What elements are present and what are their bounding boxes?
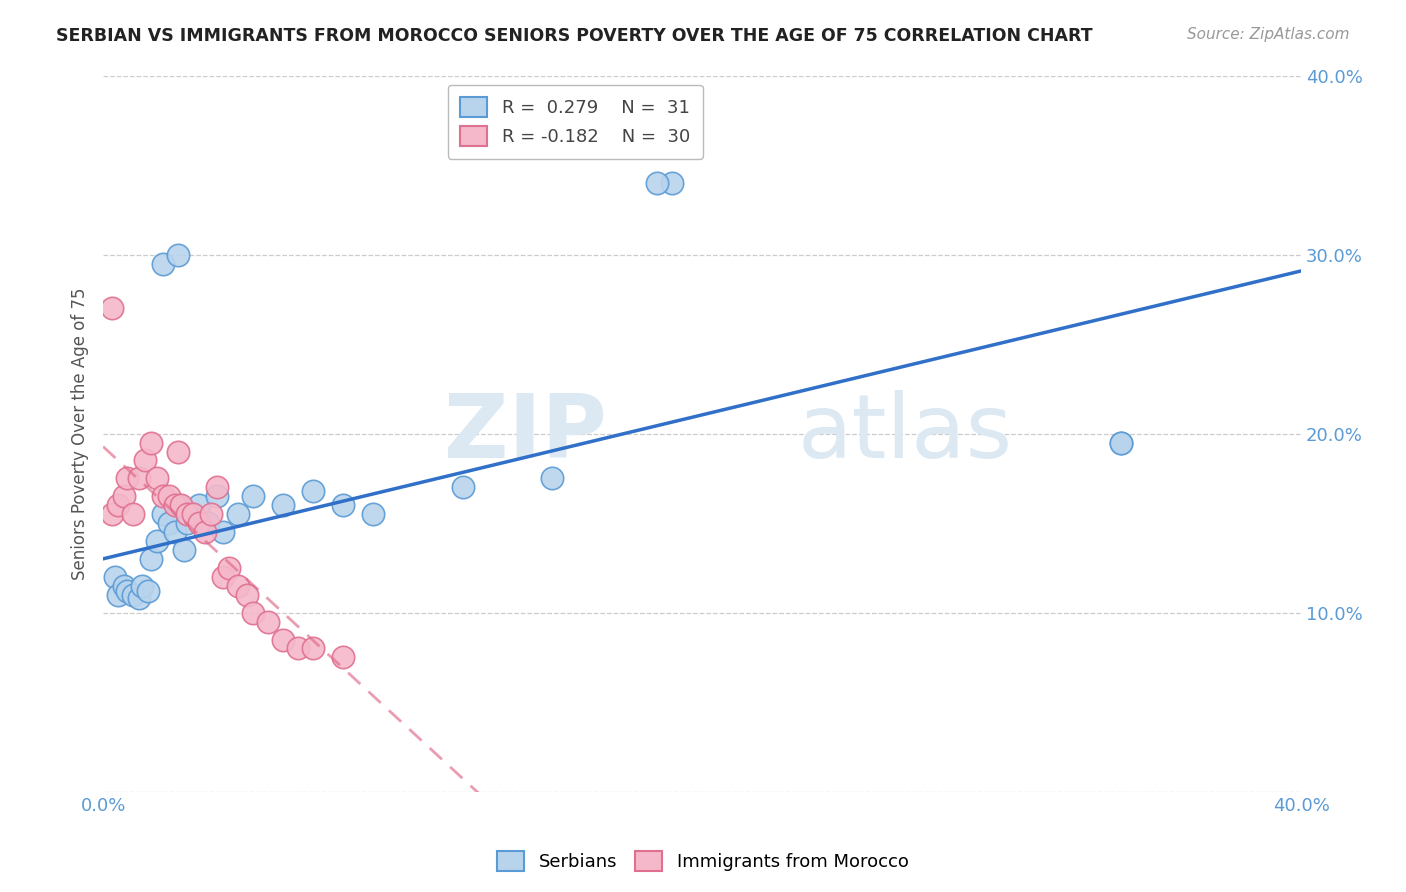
Point	[131, 579, 153, 593]
Point	[115, 584, 138, 599]
Point	[152, 507, 174, 521]
Point	[197, 516, 219, 530]
Point	[541, 471, 564, 485]
Legend: R =  0.279    N =  31, R = -0.182    N =  30: R = 0.279 N = 31, R = -0.182 N = 30	[447, 85, 703, 159]
Point	[271, 632, 294, 647]
Point	[122, 507, 145, 521]
Point	[146, 471, 169, 485]
Point	[242, 489, 264, 503]
Point	[167, 444, 190, 458]
Point	[107, 588, 129, 602]
Point	[212, 525, 235, 540]
Point	[181, 507, 204, 521]
Point	[257, 615, 280, 629]
Point	[188, 498, 211, 512]
Point	[136, 584, 159, 599]
Point	[128, 591, 150, 606]
Point	[170, 498, 193, 512]
Point	[661, 176, 683, 190]
Point	[134, 453, 156, 467]
Point	[107, 498, 129, 512]
Point	[332, 650, 354, 665]
Point	[176, 507, 198, 521]
Point	[167, 498, 190, 512]
Point	[218, 561, 240, 575]
Text: atlas: atlas	[799, 390, 1014, 477]
Point	[1111, 435, 1133, 450]
Point	[205, 489, 228, 503]
Point	[226, 579, 249, 593]
Point	[236, 588, 259, 602]
Point	[104, 570, 127, 584]
Point	[115, 471, 138, 485]
Text: SERBIAN VS IMMIGRANTS FROM MOROCCO SENIORS POVERTY OVER THE AGE OF 75 CORRELATIO: SERBIAN VS IMMIGRANTS FROM MOROCCO SENIO…	[56, 27, 1092, 45]
Point	[112, 489, 135, 503]
Point	[139, 552, 162, 566]
Point	[332, 498, 354, 512]
Point	[176, 516, 198, 530]
Point	[1111, 435, 1133, 450]
Point	[157, 489, 180, 503]
Point	[146, 534, 169, 549]
Text: ZIP: ZIP	[443, 390, 606, 477]
Y-axis label: Seniors Poverty Over the Age of 75: Seniors Poverty Over the Age of 75	[72, 287, 89, 580]
Point	[188, 516, 211, 530]
Point	[152, 256, 174, 270]
Point	[287, 641, 309, 656]
Point	[194, 525, 217, 540]
Point	[122, 588, 145, 602]
Point	[242, 606, 264, 620]
Point	[645, 176, 668, 190]
Text: Source: ZipAtlas.com: Source: ZipAtlas.com	[1187, 27, 1350, 42]
Point	[301, 483, 323, 498]
Point	[451, 480, 474, 494]
Point	[112, 579, 135, 593]
Point	[101, 301, 124, 316]
Point	[163, 498, 186, 512]
Point	[226, 507, 249, 521]
Legend: Serbians, Immigrants from Morocco: Serbians, Immigrants from Morocco	[491, 844, 915, 879]
Point	[152, 489, 174, 503]
Point	[128, 471, 150, 485]
Point	[181, 507, 204, 521]
Point	[271, 498, 294, 512]
Point	[173, 543, 195, 558]
Point	[139, 435, 162, 450]
Point	[301, 641, 323, 656]
Point	[212, 570, 235, 584]
Point	[101, 507, 124, 521]
Point	[167, 247, 190, 261]
Point	[157, 516, 180, 530]
Point	[163, 525, 186, 540]
Point	[361, 507, 384, 521]
Point	[200, 507, 222, 521]
Point	[205, 480, 228, 494]
